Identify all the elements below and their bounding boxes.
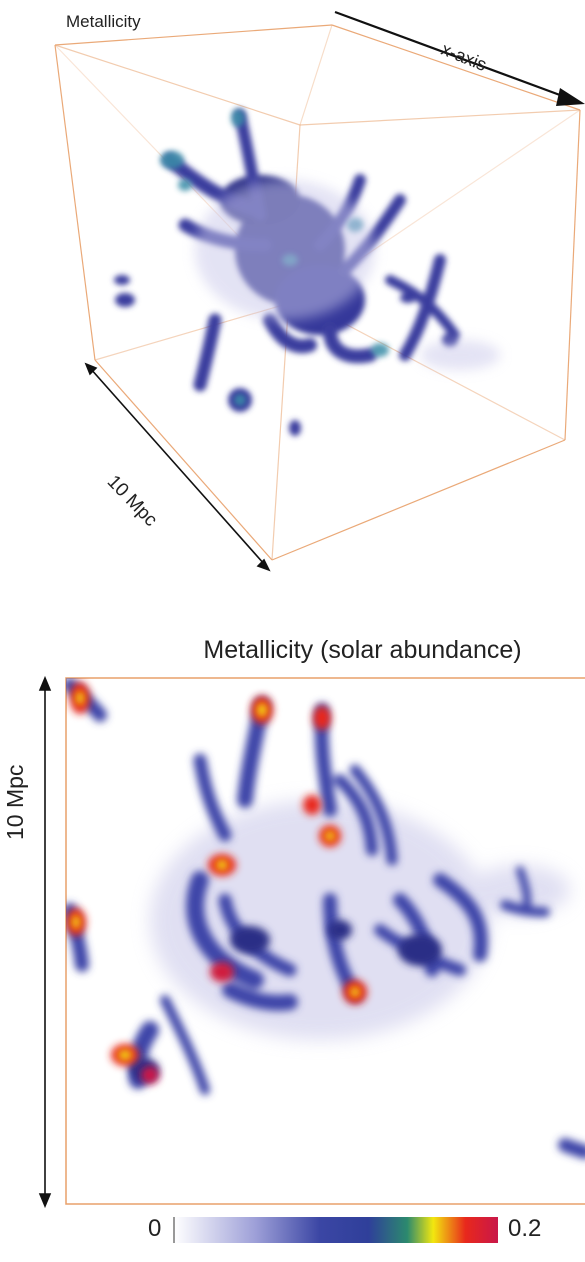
cube-title: Metallicity <box>66 12 141 31</box>
map-scale-label: 10 Mpc <box>2 764 28 840</box>
colorbar <box>173 1217 498 1243</box>
map-field <box>66 678 585 1159</box>
filament-haze <box>195 180 500 370</box>
cube-render <box>54 10 585 572</box>
map-title: Metallicity (solar abundance) <box>203 636 522 664</box>
colorbar-min-label: 0 <box>148 1215 162 1242</box>
metallicity-map-panel: Metallicity (solar abundance) 10 Mpc 0 0… <box>0 600 585 1262</box>
colorbar-max-label: 0.2 <box>508 1215 542 1242</box>
cube-scale-arrow <box>84 362 271 572</box>
x-axis-arrow <box>334 10 585 106</box>
hot-spots <box>66 682 367 1084</box>
metallicity-map <box>38 675 585 1243</box>
map-scale-arrow <box>38 675 52 1209</box>
cube-render-panel: Metallicity x-axis 10 Mpc <box>0 0 585 600</box>
